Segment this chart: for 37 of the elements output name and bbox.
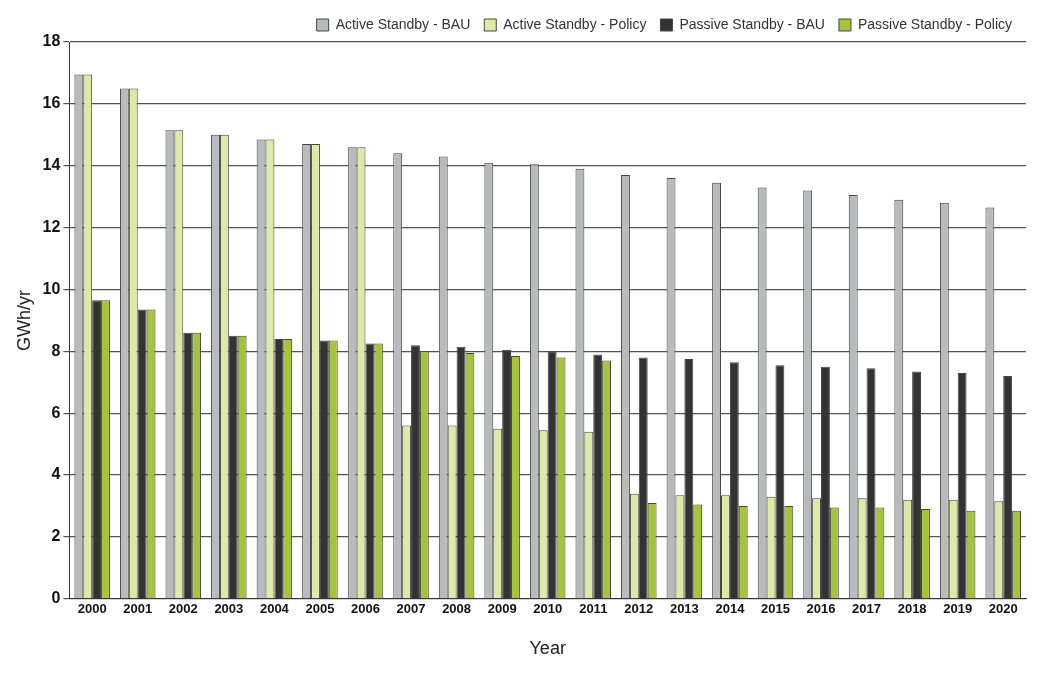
x-tick-label: 2019 [943,601,973,617]
x-tick-label: 2008 [442,601,472,617]
x-tick-label: 2002 [168,601,198,617]
x-tick-label: 2003 [214,601,244,617]
y-tick-label: 14 [42,156,61,174]
x-tick-label: 2018 [897,601,927,617]
x-tick-label: 2005 [305,601,335,617]
y-tick-label: 12 [42,218,61,236]
x-tick-label: 2006 [351,601,380,617]
x-tick-label: 2001 [123,601,153,617]
x-tick-label: 2009 [487,601,517,617]
x-tick-label: 2007 [396,601,426,617]
x-tick-label: 2017 [852,601,882,617]
y-tick-label: 18 [42,32,61,50]
y-tick-label: 0 [51,589,61,607]
y-tick-label: 16 [42,94,61,112]
x-tick-label: 2013 [669,601,699,617]
y-tick-label: 4 [51,465,61,483]
legend-label: Active Standby - BAU [335,15,471,32]
x-tick-label: 2004 [259,601,290,617]
x-tick-label: 2016 [806,601,836,617]
x-tick-label: 2012 [624,601,654,617]
y-axis-title: GWh/yr [13,289,34,351]
x-tick-label: 2020 [988,601,1018,617]
y-tick-label: 2 [51,527,61,545]
legend-label: Passive Standby - Policy [857,15,1013,32]
y-tick-label: 10 [42,279,61,297]
x-tick-label: 2014 [715,601,746,617]
x-tick-label: 2000 [77,601,107,617]
y-tick-label: 6 [51,403,61,421]
x-tick-label: 2010 [533,601,563,617]
legend-label: Passive Standby - BAU [679,15,825,32]
x-axis-title: Year [529,638,566,659]
x-tick-label: 2011 [579,601,608,617]
legend-label: Active Standby - Policy [503,15,647,32]
x-tick-label: 2015 [761,601,790,617]
y-tick-label: 8 [51,341,61,359]
